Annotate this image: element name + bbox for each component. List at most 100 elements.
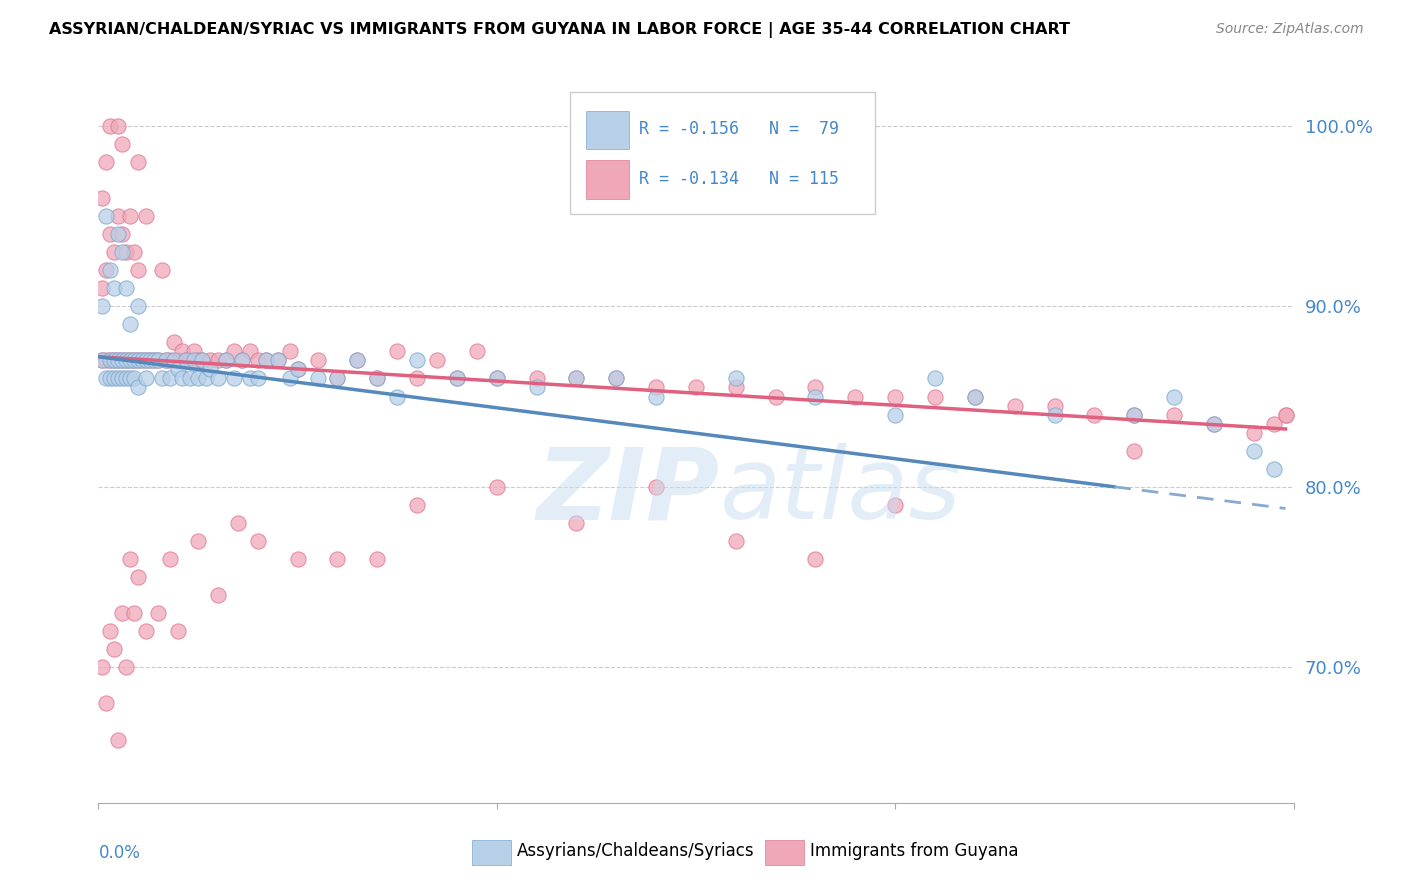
Point <box>446 371 468 385</box>
Point <box>127 263 149 277</box>
Point <box>124 371 146 385</box>
Point <box>366 371 388 385</box>
Point <box>226 516 249 530</box>
Point <box>115 353 138 368</box>
Point <box>120 552 142 566</box>
Point <box>287 362 309 376</box>
Point <box>127 570 149 584</box>
Text: 0.0%: 0.0% <box>98 844 141 862</box>
Point <box>406 498 429 512</box>
Point <box>148 353 170 368</box>
Point <box>724 380 747 394</box>
Point <box>485 371 508 385</box>
Point <box>1243 443 1265 458</box>
Point <box>346 353 368 368</box>
Point <box>103 281 125 295</box>
Point <box>215 353 238 368</box>
Point <box>844 390 866 404</box>
Point <box>267 353 290 368</box>
Point <box>207 371 229 385</box>
Point <box>98 227 122 241</box>
Point <box>107 353 129 368</box>
Point <box>246 371 269 385</box>
Point <box>103 642 125 657</box>
Point <box>103 353 125 368</box>
Point <box>326 552 349 566</box>
Point <box>222 371 245 385</box>
Point <box>124 353 146 368</box>
Point <box>98 624 122 639</box>
Point <box>179 371 201 385</box>
Point <box>167 362 190 376</box>
Point <box>135 624 157 639</box>
Text: Assyrians/Chaldeans/Syriacs: Assyrians/Chaldeans/Syriacs <box>517 842 755 860</box>
Point <box>1004 399 1026 413</box>
Point <box>174 353 197 368</box>
Point <box>115 353 138 368</box>
Point <box>307 353 329 368</box>
Point <box>1263 461 1285 475</box>
Point <box>120 371 142 385</box>
Point <box>385 344 409 359</box>
Point <box>183 353 205 368</box>
Point <box>127 353 149 368</box>
Point <box>150 371 173 385</box>
Point <box>765 390 787 404</box>
Point <box>963 390 986 404</box>
Point <box>287 552 309 566</box>
Point <box>246 533 269 548</box>
Point <box>187 353 209 368</box>
Point <box>366 552 388 566</box>
Point <box>1123 408 1146 422</box>
Point <box>98 371 122 385</box>
Point <box>111 136 134 151</box>
Point <box>96 353 118 368</box>
Point <box>127 299 149 313</box>
Point <box>287 362 309 376</box>
Point <box>111 245 134 260</box>
Point <box>191 353 214 368</box>
Point <box>385 390 409 404</box>
Point <box>198 353 221 368</box>
Point <box>278 344 301 359</box>
Point <box>135 353 157 368</box>
Point <box>565 371 588 385</box>
Point <box>526 371 548 385</box>
Point <box>163 353 186 368</box>
Point <box>96 697 118 711</box>
Text: atlas: atlas <box>720 443 962 541</box>
Point <box>565 371 588 385</box>
Point <box>96 263 118 277</box>
Point <box>91 353 114 368</box>
Point <box>1202 417 1225 431</box>
Point <box>96 154 118 169</box>
Point <box>187 371 209 385</box>
Point <box>98 353 122 368</box>
Point <box>222 344 245 359</box>
Point <box>139 353 162 368</box>
Point <box>685 380 707 394</box>
Point <box>103 245 125 260</box>
Point <box>724 371 747 385</box>
Point <box>107 732 129 747</box>
Point <box>724 533 747 548</box>
Point <box>167 353 190 368</box>
Point <box>1202 417 1225 431</box>
Point <box>115 660 138 674</box>
Point <box>645 390 668 404</box>
Point <box>884 390 907 404</box>
Point <box>98 263 122 277</box>
Point <box>148 353 170 368</box>
Point <box>406 353 429 368</box>
Point <box>159 371 181 385</box>
Point <box>1243 425 1265 440</box>
Point <box>231 353 253 368</box>
Point <box>120 353 142 368</box>
Point <box>254 353 277 368</box>
Point <box>485 480 508 494</box>
Text: R = -0.156   N =  79: R = -0.156 N = 79 <box>638 120 838 138</box>
Point <box>198 362 221 376</box>
Point <box>172 344 194 359</box>
Point <box>91 353 114 368</box>
Point <box>127 380 149 394</box>
